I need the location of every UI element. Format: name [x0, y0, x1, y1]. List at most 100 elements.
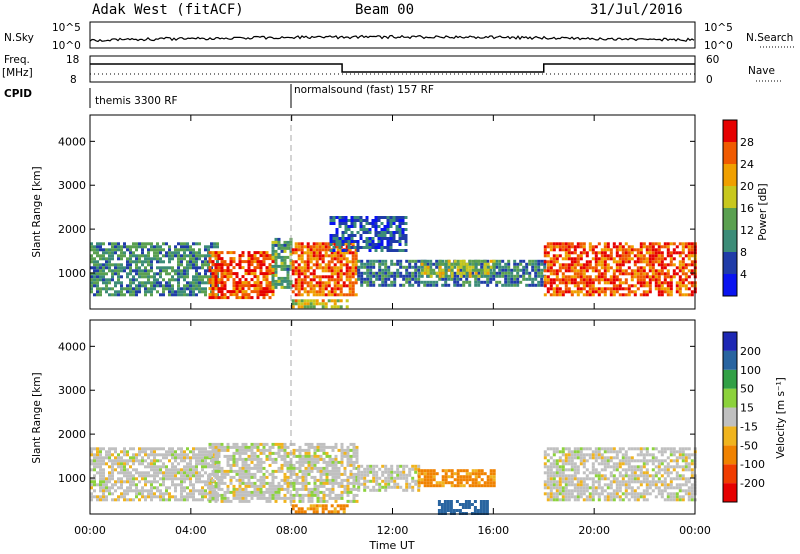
echo-cell — [345, 263, 349, 267]
echo-cell — [555, 492, 559, 496]
echo-cell — [111, 459, 114, 463]
echo-cell — [368, 249, 372, 252]
echo-cell — [393, 479, 397, 483]
echo-cell — [594, 260, 598, 264]
echo-cell — [597, 450, 601, 454]
echo-cell — [189, 459, 192, 463]
echo-cell — [606, 266, 610, 270]
echo-cell — [669, 275, 673, 279]
echo-cell — [378, 488, 382, 492]
echo-cell — [561, 447, 565, 451]
echo-cell — [386, 237, 390, 240]
echo-cell — [244, 472, 248, 476]
echo-cell — [301, 472, 305, 476]
echo-cell — [144, 477, 147, 481]
echo-cell — [339, 266, 343, 270]
echo-cell — [297, 293, 301, 297]
echo-cell — [208, 499, 212, 503]
echo-cell — [303, 251, 307, 255]
echo-cell — [365, 231, 369, 234]
echo-cell — [597, 269, 601, 273]
echo-cell — [456, 277, 460, 281]
echo-cell — [180, 447, 183, 451]
echo-cell — [381, 479, 385, 483]
echo-cell — [268, 481, 272, 485]
echo-cell — [690, 272, 694, 276]
echo-cell — [543, 471, 547, 475]
echo-cell — [174, 477, 177, 481]
echo-cell — [357, 488, 361, 492]
echo-cell — [359, 225, 363, 228]
echo-cell — [600, 266, 604, 270]
echo-cell — [141, 471, 144, 475]
echo-cell — [465, 481, 469, 485]
echo-cell — [690, 498, 694, 502]
echo-cell — [253, 475, 257, 479]
echo-cell — [250, 257, 254, 261]
echo-cell — [465, 472, 469, 476]
echo-cell — [558, 266, 562, 270]
echo-cell — [96, 465, 99, 469]
echo-cell — [363, 488, 367, 492]
echo-cell — [135, 477, 138, 481]
echo-cell — [192, 483, 195, 487]
echo-cell — [250, 484, 254, 488]
echo-cell — [522, 274, 526, 278]
echo-cell — [244, 260, 248, 264]
echo-cell — [498, 271, 502, 275]
echo-cell — [328, 481, 332, 485]
echo-cell — [223, 269, 227, 273]
echo-cell — [235, 472, 239, 476]
echo-cell — [636, 260, 640, 264]
echo-cell — [660, 483, 664, 487]
echo-cell — [561, 471, 565, 475]
echo-cell — [684, 453, 688, 457]
echo-cell — [540, 274, 544, 278]
echo-cell — [555, 462, 559, 466]
echo-cell — [214, 484, 218, 488]
echo-cell — [669, 242, 673, 246]
echo-cell — [322, 490, 326, 494]
echo-cell — [241, 457, 245, 461]
echo-cell — [312, 293, 316, 297]
echo-cell — [174, 456, 177, 460]
echo-cell — [201, 453, 204, 457]
echo-cell — [105, 284, 108, 288]
echo-cell — [555, 269, 559, 273]
echo-cell — [660, 266, 664, 270]
echo-cell — [90, 498, 93, 502]
echo-cell — [310, 496, 314, 500]
echo-cell — [618, 269, 622, 273]
echo-cell — [386, 228, 390, 231]
echo-cell — [280, 246, 284, 250]
echo-cell — [606, 486, 610, 490]
echo-cell — [579, 290, 583, 294]
echo-cell — [510, 271, 514, 275]
echo-cell — [558, 287, 562, 291]
echo-cell — [426, 262, 430, 266]
echo-cell — [591, 489, 595, 493]
echo-cell — [585, 251, 589, 255]
echo-cell — [564, 453, 568, 457]
echo-cell — [90, 248, 93, 252]
echo-cell — [564, 495, 568, 499]
echo-cell — [381, 470, 385, 474]
echo-cell — [687, 293, 691, 297]
echo-cell — [558, 242, 562, 246]
echo-cell — [180, 287, 183, 291]
echo-cell — [265, 275, 269, 279]
echo-cell — [102, 242, 105, 246]
echo-cell — [660, 447, 664, 451]
echo-cell — [186, 263, 189, 267]
echo-cell — [283, 255, 287, 259]
echo-cell — [153, 462, 156, 466]
echo-cell — [591, 492, 595, 496]
echo-cell — [630, 459, 634, 463]
echo-cell — [150, 257, 153, 261]
echo-cell — [147, 474, 150, 478]
echo-cell — [180, 260, 183, 264]
echo-cell — [223, 448, 227, 452]
cpid-segment-2: normalsound (fast) 157 RF — [294, 84, 434, 96]
echo-cell — [211, 296, 215, 300]
echo-cell — [345, 278, 349, 282]
